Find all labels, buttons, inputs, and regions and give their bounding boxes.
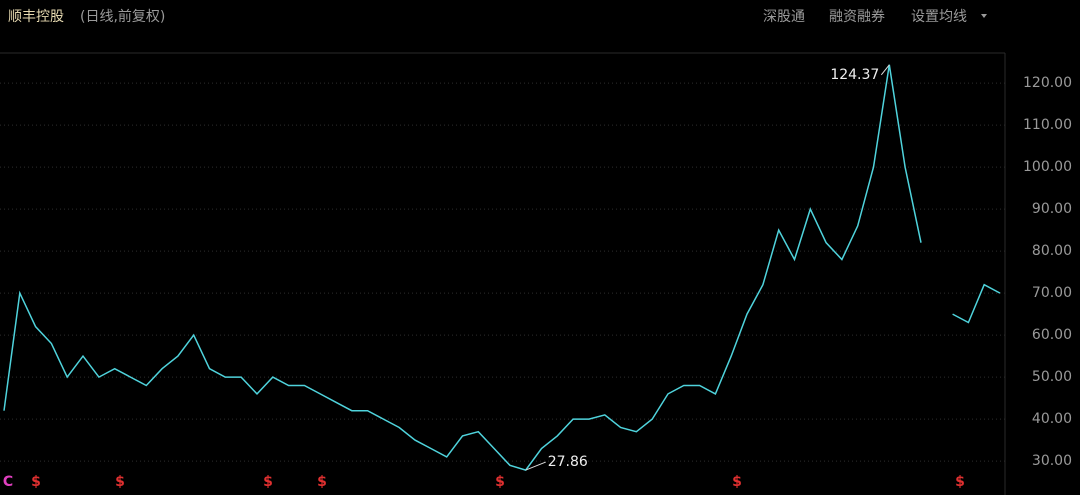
event-marker: $: [732, 474, 742, 490]
event-marker: $: [31, 474, 41, 490]
event-marker: $: [955, 474, 965, 490]
dropdown-arrow[interactable]: [981, 14, 987, 18]
price-line: [3, 64, 1001, 471]
y-tick-label: 70.00: [1032, 285, 1072, 301]
value-label: 27.86: [548, 454, 588, 470]
y-tick-label: 120.00: [1023, 75, 1072, 91]
y-tick-label: 100.00: [1023, 159, 1072, 175]
event-marker: $: [317, 474, 327, 490]
event-marker: C: [3, 474, 13, 490]
value-label: 124.37: [830, 67, 879, 83]
stock-name: 顺丰控股: [8, 9, 64, 25]
event-marker: $: [263, 474, 273, 490]
y-tick-label: 30.00: [1032, 453, 1072, 469]
annotation-arrow: [880, 64, 890, 76]
menu-item[interactable]: 深股通: [763, 9, 805, 25]
chart-mode: (日线,前复权): [80, 8, 165, 25]
y-tick-label: 80.00: [1032, 243, 1072, 259]
y-tick-label: 90.00: [1032, 201, 1072, 217]
y-tick-label: 40.00: [1032, 411, 1072, 427]
y-tick-label: 60.00: [1032, 327, 1072, 343]
y-tick-label: 50.00: [1032, 369, 1072, 385]
menu-item[interactable]: 融资融券: [829, 9, 885, 25]
menu-item[interactable]: 设置均线: [911, 9, 967, 25]
event-marker: $: [495, 474, 505, 490]
event-marker: $: [115, 474, 125, 490]
y-tick-label: 110.00: [1023, 117, 1072, 133]
annotation-arrow: [525, 461, 546, 471]
